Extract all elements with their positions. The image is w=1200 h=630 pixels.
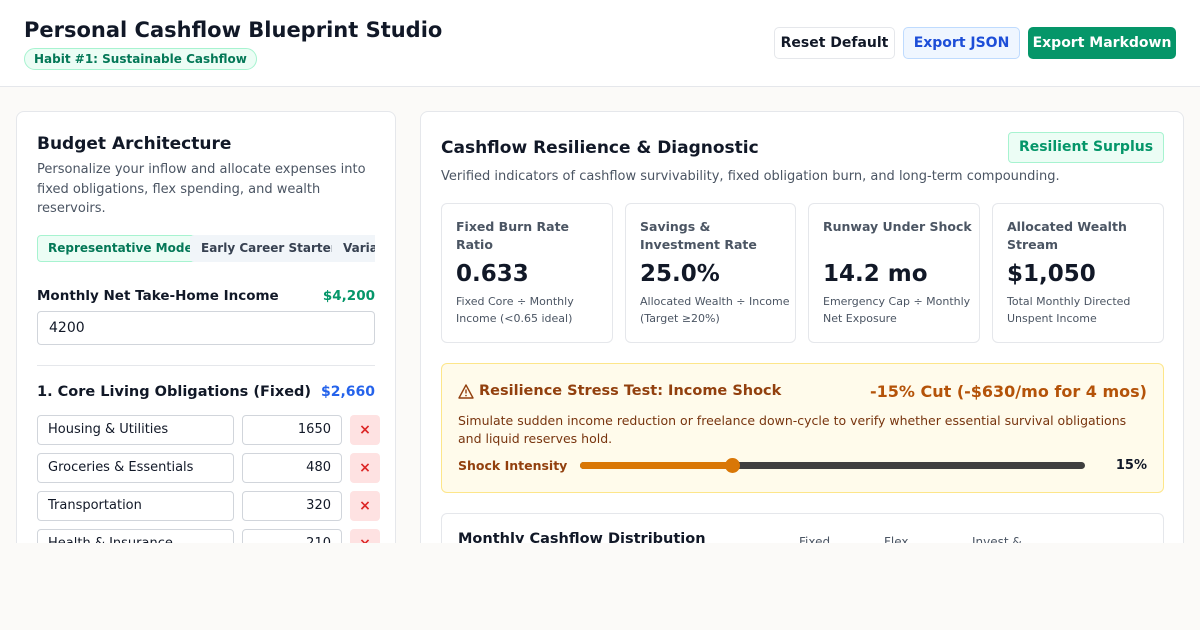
metric-label: Savings & Investment Rate xyxy=(640,219,757,252)
metric-label: Runway Under Shock xyxy=(823,219,972,234)
slider-thumb[interactable] xyxy=(724,458,740,473)
income-display: $4,200 xyxy=(322,288,375,304)
reset-default-button[interactable]: Reset Default xyxy=(774,27,895,59)
metric-note: Emergency Cap ÷ Monthly Net Exposure xyxy=(823,295,971,325)
metric-value: 14.2 mo xyxy=(823,261,928,287)
expense-row: Housing & Utilities 1650 × xyxy=(37,415,382,446)
core-obligations-total: $2,660 xyxy=(320,384,375,400)
habit-badge: Habit #1: Sustainable Cashflow xyxy=(24,48,257,70)
expense-name-input[interactable]: Groceries & Essentials xyxy=(37,453,234,483)
metric-card-fixed-burn: Fixed Burn Rate Ratio 0.633 Fixed Core ÷… xyxy=(441,203,613,343)
status-badge: Resilient Surplus xyxy=(1008,132,1164,163)
metric-value: 25.0% xyxy=(640,261,720,287)
export-json-button[interactable]: Export JSON xyxy=(903,27,1020,59)
content-viewport[interactable]: Budget Architecture Personalize your inf… xyxy=(0,87,1200,543)
legend-fixed: Fixed xyxy=(799,535,831,543)
preset-tabs: Representative Model Early Career Starte… xyxy=(37,235,375,263)
remove-expense-button[interactable]: × xyxy=(350,491,380,521)
expense-row: Transportation 320 × xyxy=(37,491,382,522)
metric-note: Allocated Wealth ÷ Income (Target ≥20%) xyxy=(640,295,790,325)
expense-name-input[interactable]: Transportation xyxy=(37,491,234,521)
shock-intensity-label: Shock Intensity xyxy=(458,458,568,473)
income-input[interactable]: 4200 xyxy=(37,311,375,345)
diagnostic-card: Cashflow Resilience & Diagnostic Resilie… xyxy=(420,111,1184,543)
export-markdown-button[interactable]: Export Markdown xyxy=(1028,27,1176,59)
stress-test-title: Resilience Stress Test: Income Shock xyxy=(479,383,782,399)
metric-note: Fixed Core ÷ Monthly Income (<0.65 ideal… xyxy=(456,295,574,325)
legend-flex: Flex xyxy=(884,535,909,543)
expense-row: Health & Insurance 210 × xyxy=(37,529,382,543)
metric-note: Total Monthly Directed Unspent Income xyxy=(1007,295,1131,325)
remove-expense-button[interactable]: × xyxy=(350,415,380,445)
slider-fill xyxy=(580,462,732,469)
expense-amount-input[interactable]: 480 xyxy=(242,453,342,483)
expense-name-input[interactable]: Health & Insurance xyxy=(37,529,234,543)
budget-architecture-card: Budget Architecture Personalize your inf… xyxy=(16,111,396,543)
remove-expense-button[interactable]: × xyxy=(350,453,380,483)
income-label: Monthly Net Take-Home Income xyxy=(37,288,279,304)
metric-card-wealth-stream: Allocated Wealth Stream $1,050 Total Mon… xyxy=(992,203,1164,343)
expense-name-input[interactable]: Housing & Utilities xyxy=(37,415,234,445)
distribution-title: Monthly Cashflow Distribution xyxy=(458,531,706,543)
cashflow-distribution-card: Monthly Cashflow Distribution Fixed Flex… xyxy=(441,513,1164,543)
preset-variable-income[interactable]: Variable Income xyxy=(332,235,375,262)
expense-amount-input[interactable]: 210 xyxy=(242,529,342,543)
metric-card-runway: Runway Under Shock 14.2 mo Emergency Cap… xyxy=(808,203,980,343)
metric-value: $1,050 xyxy=(1007,261,1096,287)
expense-row: Groceries & Essentials 480 × xyxy=(37,453,382,484)
remove-expense-button[interactable]: × xyxy=(350,529,380,543)
preset-early-career-starter[interactable]: Early Career Starter xyxy=(190,235,348,262)
legend-invest: Invest & xyxy=(972,535,1022,543)
shock-intensity-slider[interactable] xyxy=(580,458,1085,473)
stress-test-description: Simulate sudden income reduction or free… xyxy=(458,413,1127,446)
metric-label: Fixed Burn Rate Ratio xyxy=(456,219,570,252)
metric-label: Allocated Wealth Stream xyxy=(1007,219,1127,252)
expense-amount-input[interactable]: 320 xyxy=(242,491,342,521)
section-divider xyxy=(37,365,375,366)
diagnostic-title: Cashflow Resilience & Diagnostic xyxy=(441,138,759,158)
shock-intensity-value: 15% xyxy=(1115,458,1147,473)
app-title: Personal Cashflow Blueprint Studio xyxy=(24,18,443,42)
diagnostic-description: Verified indicators of cashflow survivab… xyxy=(441,169,1060,184)
core-obligations-title: 1. Core Living Obligations (Fixed) xyxy=(37,384,312,400)
top-bar: Personal Cashflow Blueprint Studio Habit… xyxy=(0,0,1200,87)
warning-icon xyxy=(458,384,474,399)
expense-amount-input[interactable]: 1650 xyxy=(242,415,342,445)
budget-description: Personalize your inflow and allocate exp… xyxy=(37,162,366,216)
preset-representative-model[interactable]: Representative Model xyxy=(37,235,208,262)
stress-cut-amount: -15% Cut (-$630/mo for 4 mos) xyxy=(869,382,1147,401)
metric-card-savings-rate: Savings & Investment Rate 25.0% Allocate… xyxy=(625,203,796,343)
budget-title: Budget Architecture xyxy=(37,134,232,154)
metric-value: 0.633 xyxy=(456,261,529,287)
stress-test-panel: Resilience Stress Test: Income Shock -15… xyxy=(441,363,1164,493)
